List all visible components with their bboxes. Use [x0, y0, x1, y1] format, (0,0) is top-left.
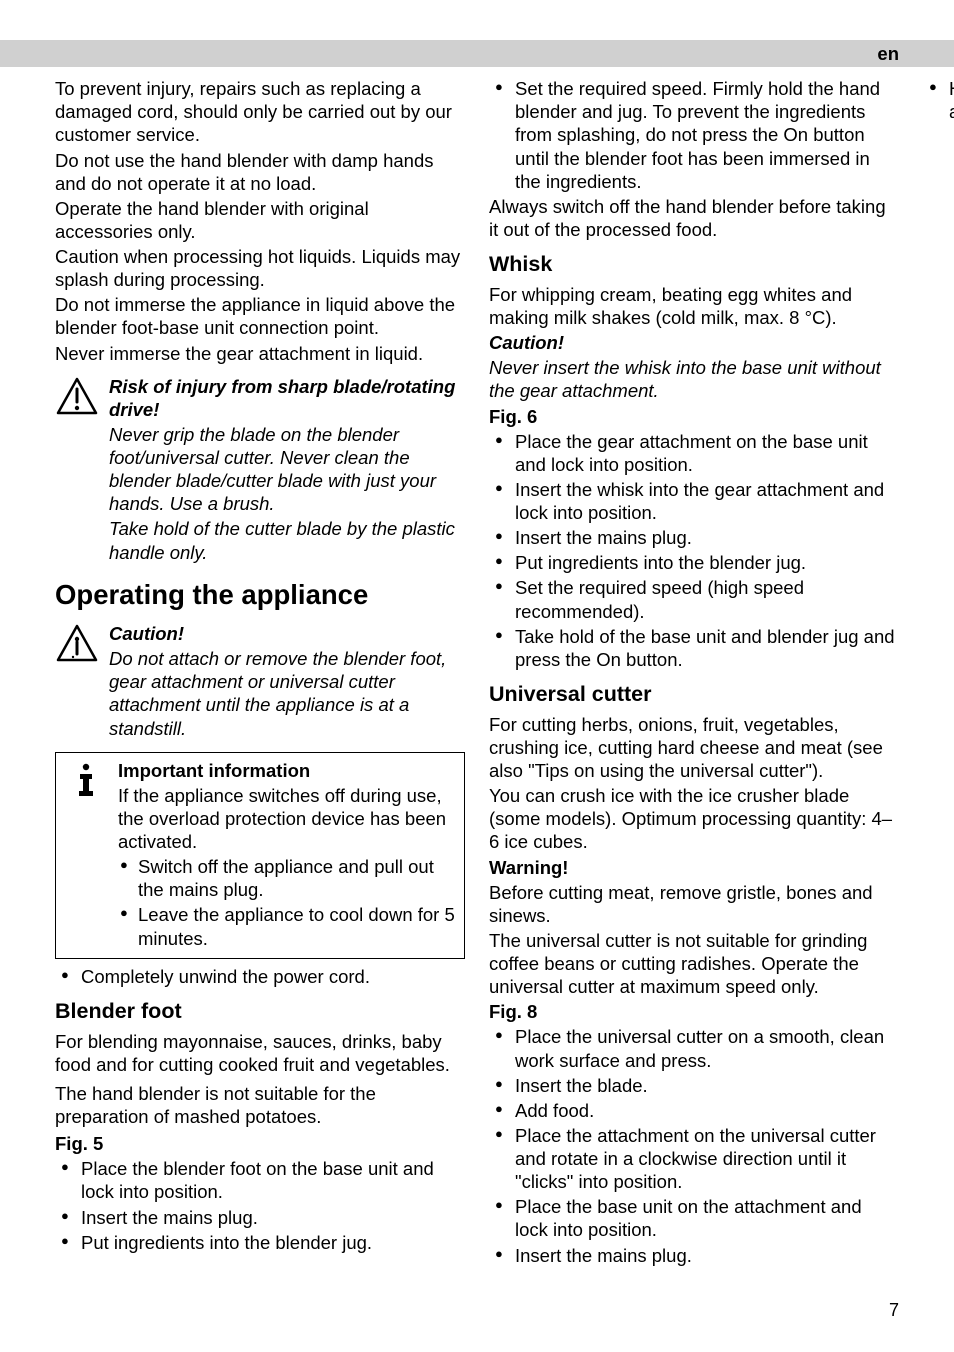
body-text: For blending mayonnaise, sauces, drinks,… — [55, 1030, 465, 1076]
list-item: Place the universal cutter on a smooth, … — [489, 1025, 899, 1071]
list-item: Leave the appliance to cool down for 5 m… — [118, 903, 456, 949]
caution-icon — [55, 622, 99, 662]
list-item: Place the gear attachment on the base un… — [489, 430, 899, 476]
caution-title: Caution! — [489, 331, 899, 354]
language-code: en — [877, 43, 899, 64]
list-item: Insert the mains plug. — [489, 1244, 899, 1267]
caution-callout: Caution! Do not attach or remove the ble… — [55, 622, 465, 742]
info-title: Important information — [118, 759, 456, 782]
list-item: Completely unwind the power cord. — [55, 965, 465, 988]
page-number: 7 — [55, 1299, 899, 1322]
figure-label: Fig. 6 — [489, 405, 899, 428]
figure-label: Fig. 5 — [55, 1132, 465, 1155]
intro-para: Caution when processing hot liquids. Liq… — [55, 245, 465, 291]
list-item: Set the required speed. Firmly hold the … — [489, 77, 899, 193]
intro-para: Never immerse the gear attachment in liq… — [55, 342, 465, 365]
list-item: Insert the blade. — [489, 1074, 899, 1097]
body-text: You can crush ice with the ice crusher b… — [489, 784, 899, 853]
warning-text: Take hold of the cutter blade by the pla… — [109, 517, 465, 563]
warning-text: Never grip the blade on the blender foot… — [109, 423, 465, 516]
content-columns: To prevent injury, repairs such as repla… — [55, 77, 899, 1287]
info-icon — [64, 759, 108, 801]
body-text: The universal cutter is not suitable for… — [489, 929, 899, 998]
figure-label: Fig. 8 — [489, 1000, 899, 1023]
list-item: Insert the mains plug. — [489, 526, 899, 549]
intro-para: Do not immerse the appliance in liquid a… — [55, 293, 465, 339]
list-item: Set the required speed (high speed recom… — [489, 576, 899, 622]
list-item: Place the blender foot on the base unit … — [55, 1157, 465, 1203]
warning-title: Warning! — [489, 856, 899, 879]
intro-para: Do not use the hand blender with damp ha… — [55, 149, 465, 195]
caution-title: Caution! — [109, 622, 465, 645]
info-list: Switch off the appliance and pull out th… — [118, 855, 456, 950]
intro-para: Operate the hand blender with original a… — [55, 197, 465, 243]
intro-para: To prevent injury, repairs such as repla… — [55, 77, 465, 146]
body-text: For cutting herbs, onions, fruit, vegeta… — [489, 713, 899, 782]
list-item: Insert the whisk into the gear attachmen… — [489, 478, 899, 524]
warning-icon — [55, 375, 99, 415]
subsection-heading: Universal cutter — [489, 681, 899, 708]
subsection-heading: Whisk — [489, 251, 899, 278]
list-item: Put ingredients into the blender jug. — [55, 1231, 465, 1254]
caution-text: Never insert the whisk into the base uni… — [489, 356, 899, 402]
subsection-heading: Blender foot — [55, 998, 465, 1025]
steps-list: Place the gear attachment on the base un… — [489, 430, 899, 671]
section-heading: Operating the appliance — [55, 578, 465, 612]
list-item: Take hold of the base unit and blender j… — [489, 625, 899, 671]
list-item: Place the attachment on the universal cu… — [489, 1124, 899, 1193]
body-text: For whipping cream, beating egg whites a… — [489, 283, 899, 329]
warning-title: Risk of injury from sharp blade/rotating… — [109, 375, 465, 421]
info-text: If the appliance switches off during use… — [118, 784, 456, 853]
list-item: Add food. — [489, 1099, 899, 1122]
body-text: Always switch off the hand blender befor… — [489, 195, 899, 241]
list-item: Place the base unit on the attachment an… — [489, 1195, 899, 1241]
list-item: Hold the base unit and universal cutter … — [923, 77, 954, 123]
caution-text: Do not attach or remove the blender foot… — [109, 647, 465, 740]
list-item: Switch off the appliance and pull out th… — [118, 855, 456, 901]
list-item: Put ingredients into the blender jug. — [489, 551, 899, 574]
warning-callout: Risk of injury from sharp blade/rotating… — [55, 375, 465, 566]
top-level-list: Completely unwind the power cord. — [55, 965, 465, 988]
list-item: Insert the mains plug. — [55, 1206, 465, 1229]
body-text: The hand blender is not suitable for the… — [55, 1082, 465, 1128]
info-callout: Important information If the appliance s… — [55, 752, 465, 959]
warning-text: Before cutting meat, remove gristle, bon… — [489, 881, 899, 927]
header-bar: en — [0, 40, 954, 67]
